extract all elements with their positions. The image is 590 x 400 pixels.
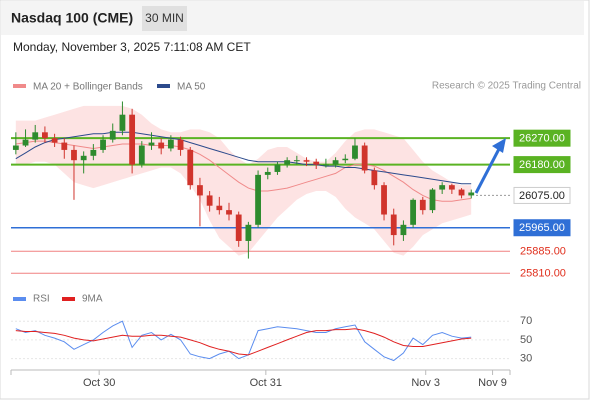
candle-body (119, 114, 126, 131)
candle-body (216, 205, 223, 211)
legend-swatch (62, 297, 75, 301)
legend-label: RSI (33, 294, 50, 305)
candle-body (90, 149, 97, 156)
candle-body (22, 139, 29, 146)
forecast-arrow (474, 146, 502, 194)
candle-body (332, 160, 339, 165)
candle-body (284, 160, 291, 165)
level-label-box (513, 156, 571, 174)
candle-body (42, 132, 48, 139)
legend-label: 9MA (82, 294, 103, 305)
level-label-box (513, 129, 571, 147)
candle-body (177, 139, 184, 150)
candle-body (206, 195, 213, 206)
level-label: 26180.00 (519, 159, 565, 171)
candle-body (322, 164, 329, 166)
x-tick-label: Nov 3 (411, 377, 440, 389)
candle-body (448, 185, 455, 190)
candle-body (264, 171, 271, 175)
candle-body (12, 145, 19, 150)
instrument-title: Nasdaq 100 (CME) (11, 10, 133, 26)
candle-body (80, 155, 87, 161)
header-bar (1, 1, 584, 35)
timeframe-box (142, 6, 187, 31)
candle-body (274, 164, 281, 172)
candle-body (352, 145, 358, 159)
candle-body (293, 160, 300, 162)
level-label-box (513, 219, 571, 237)
legend-swatch (13, 297, 26, 301)
candle-body (129, 114, 136, 165)
source: Research © 2025 Trading Central (432, 81, 581, 92)
legend-label: MA 20 + Bollinger Bands (33, 82, 143, 93)
candle-body (458, 189, 465, 196)
candle-body (109, 130, 116, 140)
legend-swatch (13, 84, 26, 88)
candle-body (361, 145, 368, 171)
candle-body (71, 149, 77, 161)
candle-body (390, 214, 397, 236)
candle-body (468, 192, 475, 196)
candle-body (32, 132, 39, 140)
candle-body (371, 170, 378, 186)
candle-body (51, 138, 58, 143)
candle-body (187, 149, 194, 186)
candle-body (167, 139, 174, 149)
candle-body (439, 185, 446, 190)
candle-body (148, 142, 155, 146)
rsi-line (15, 328, 472, 356)
level-label: 25810.00 (520, 268, 566, 280)
x-tick-label: Nov 9 (478, 377, 507, 389)
y-tick-label: 70 (520, 315, 532, 327)
level-label: 25965.00 (519, 222, 565, 234)
datetime: Monday, November 3, 2025 7:11:08 AM CET (13, 40, 251, 54)
legend-swatch (157, 84, 170, 88)
candle-body (400, 224, 407, 236)
level-label: 26075.00 (519, 190, 565, 202)
candle-body (245, 224, 252, 241)
candle-body (235, 214, 242, 241)
candle-body (419, 199, 426, 211)
candle-body (61, 142, 68, 150)
ma-line (15, 140, 472, 202)
candle-body (342, 158, 349, 161)
candle-body (138, 145, 145, 165)
candle-body (303, 160, 310, 162)
y-tick-label: 50 (520, 334, 532, 346)
candle-body (197, 185, 203, 196)
timeframe: 30 MIN (145, 11, 184, 25)
candle-body (100, 139, 106, 150)
legend-label: MA 50 (177, 82, 206, 93)
candle-body (429, 189, 436, 211)
ma-line (15, 131, 472, 185)
candle-body (255, 174, 261, 225)
level-label: 26270.00 (519, 133, 565, 145)
y-tick-label: 30 (520, 353, 532, 365)
level-label: 25885.00 (520, 246, 566, 258)
candle-body (313, 161, 320, 165)
x-tick-label: Oct 31 (250, 377, 282, 389)
forecast-arrowhead (492, 138, 506, 153)
candle-body (226, 210, 232, 215)
candle-body (158, 142, 165, 149)
candle-body (410, 199, 417, 225)
x-tick-label: Oct 30 (83, 377, 115, 389)
level-label-box (513, 186, 571, 204)
candle-body (381, 185, 387, 215)
